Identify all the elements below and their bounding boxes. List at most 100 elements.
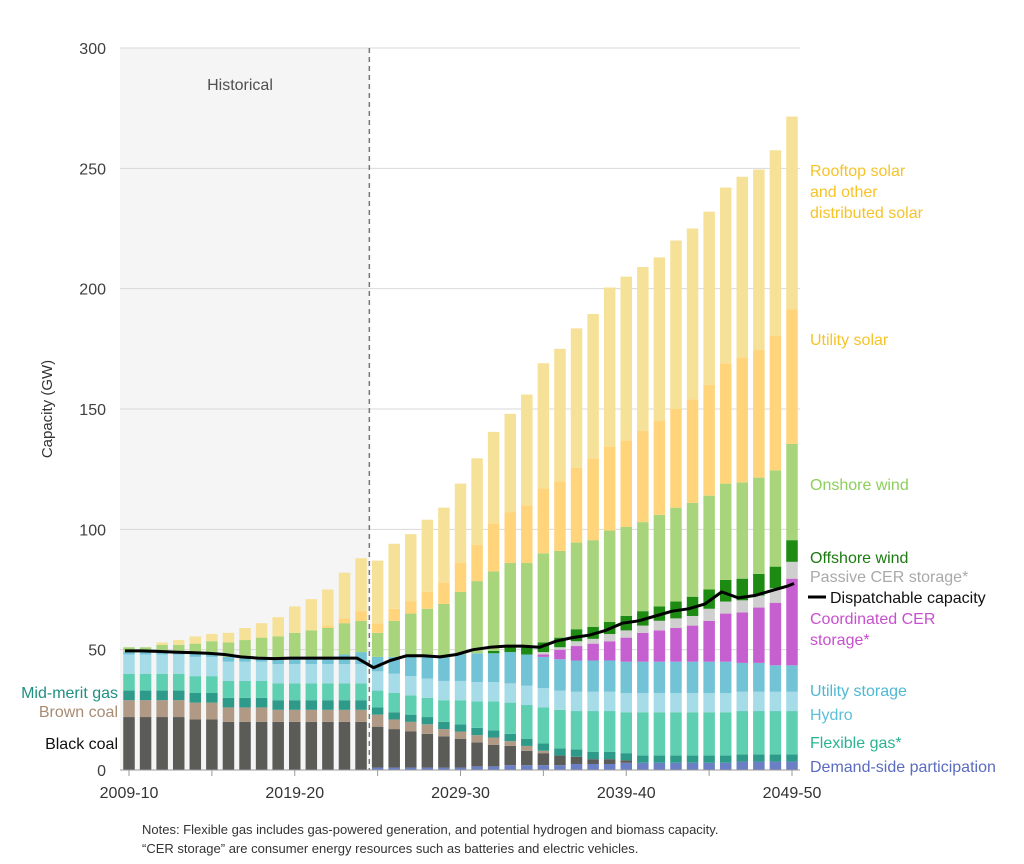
bar-segment [322,721,334,770]
bar-segment [487,682,500,702]
bar-segment [388,712,400,720]
bar-segment [554,348,566,482]
y-tick-label: 150 [79,402,106,419]
bar-segment [421,767,434,770]
bar-segment [355,620,367,653]
bar-segment [504,765,516,770]
bar-segment [338,709,351,722]
y-tick-label: 300 [79,41,106,58]
bar-segment [272,617,284,637]
bar-segment [570,756,583,764]
bar-segment [670,507,682,602]
bar-segment [289,606,301,633]
bar-segment [322,656,334,665]
bar-segment [703,755,715,763]
bar-segment [156,642,168,645]
bar-segment [189,653,202,657]
bar-segment [222,642,235,657]
bar-segment [719,483,732,580]
bar-segment [587,540,599,627]
bar-segment [305,630,318,657]
bar-segment [686,762,699,770]
bar-segment [239,707,251,722]
bar-segment [239,661,251,681]
bar-segment [703,712,715,756]
bar-segment [603,641,616,661]
bar-segment [620,712,632,754]
bar-segment [454,731,467,739]
bar-segment [587,691,599,712]
bar-segment [139,673,152,691]
bar-segment [703,608,715,621]
bar-segment [554,649,566,660]
bar-segment [272,664,284,684]
legend-label-rooftop: Rooftop solar and other distributed solar [810,163,924,222]
bar-segment [620,276,632,441]
bar-segment [570,542,583,630]
bar-segment [172,717,185,770]
bar-segment [438,603,450,657]
bar-segment [272,658,284,665]
bar-segment [438,700,450,722]
bar-segment [388,729,400,768]
bar-segment [753,662,765,692]
bar-segment [686,615,699,626]
bar-segment [603,691,616,712]
bar-segment [189,676,202,693]
bar-segment [222,721,235,770]
bar-segment [521,505,533,564]
bar-segment [686,661,699,693]
bar-segment [454,724,467,732]
bar-segment [405,767,417,770]
bar-segment [487,653,500,683]
bar-segment [554,481,566,551]
bar-segment [603,711,616,752]
bar-segment [421,717,434,725]
bar-segment [239,721,251,770]
bar-segment [537,753,550,766]
bar-segment [703,589,715,609]
x-tick-label: 2019-20 [265,785,324,802]
bar-segment [769,691,782,712]
bar-segment [355,611,367,621]
bar-segment [289,709,301,722]
bar-segment [338,683,351,701]
bar-segment [421,656,434,679]
bar-segment [504,647,516,653]
bar-segment [686,712,699,756]
bar-segment [736,578,749,601]
bar-segment [570,763,583,770]
legend-label-flexible-gas: Flexible gas* [810,735,902,752]
bar-segment [786,116,798,310]
bar-segment [504,652,516,684]
bar-segment [670,755,682,763]
bar-segment [454,483,467,564]
bar-segment [371,767,384,770]
bar-segment [554,765,566,770]
x-tick-label: 2039-40 [597,785,656,802]
bar-segment [322,589,334,626]
bar-segment [289,664,301,684]
bar-segment [438,729,450,737]
bar-segment [156,644,168,653]
bar-segment [388,719,400,730]
bar-segment [388,673,400,693]
bar-segment [421,733,434,768]
legend-label-dsp: Demand-side participation [810,759,996,776]
bar-segment [521,647,533,655]
legend-label-onshore: Onshore wind [810,477,909,494]
bar-segment [653,421,666,515]
bar-segment [487,650,500,654]
legend-label-coordinated: Coordinated CER storage* [810,611,935,649]
bar-segment [454,563,467,592]
bar-segment [189,719,202,770]
bar-segment [421,608,434,657]
bar-segment [156,717,168,770]
bar-segment [620,692,632,713]
dispatchable-capacity-line [125,582,795,670]
bar-segment [620,637,632,662]
bar-segment [222,632,235,643]
bar-segment [587,751,599,760]
bar-segment [438,767,450,770]
bar-segment [405,613,417,657]
